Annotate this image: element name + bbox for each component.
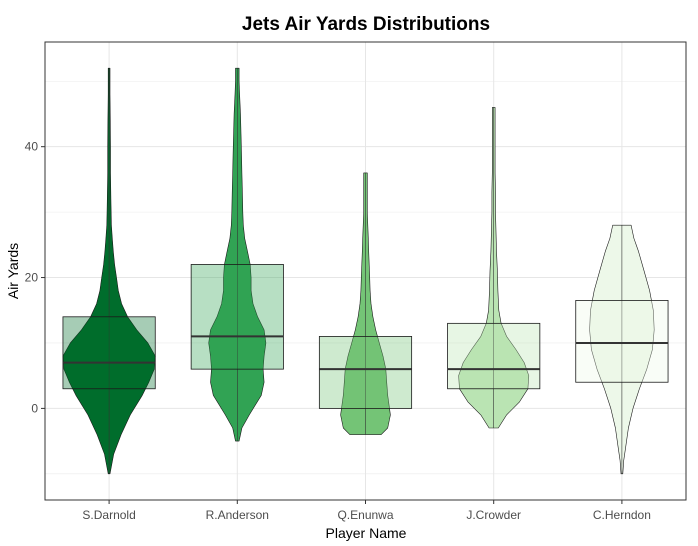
box-Q.Enunwa <box>318 336 413 409</box>
boxes <box>62 68 669 474</box>
box-R.Anderson <box>190 264 284 370</box>
x-axis-title: Player Name <box>326 525 407 541</box>
x-tick-label: S.Darnold <box>82 508 135 522</box>
chart-title: Jets Air Yards Distributions <box>242 14 490 35</box>
x-tick-label: Q.Enunwa <box>337 508 393 522</box>
x-tick-label: R.Anderson <box>206 508 269 522</box>
y-axis-title: Air Yards <box>5 243 21 299</box>
y-tick-label: 20 <box>25 271 39 285</box>
y-tick-label: 40 <box>25 140 39 154</box>
box-S.Darnold <box>62 316 156 390</box>
y-axis: 0 20 40 <box>25 140 45 415</box>
y-tick-label: 0 <box>31 401 38 415</box>
box-C.Herndon <box>575 300 669 383</box>
x-tick-label: C.Herndon <box>593 508 651 522</box>
x-axis: S.Darnold R.Anderson Q.Enunwa J.Crowder C.He… <box>82 500 651 522</box>
x-tick-label: J.Crowder <box>466 508 521 522</box>
box-J.Crowder <box>447 322 541 390</box>
